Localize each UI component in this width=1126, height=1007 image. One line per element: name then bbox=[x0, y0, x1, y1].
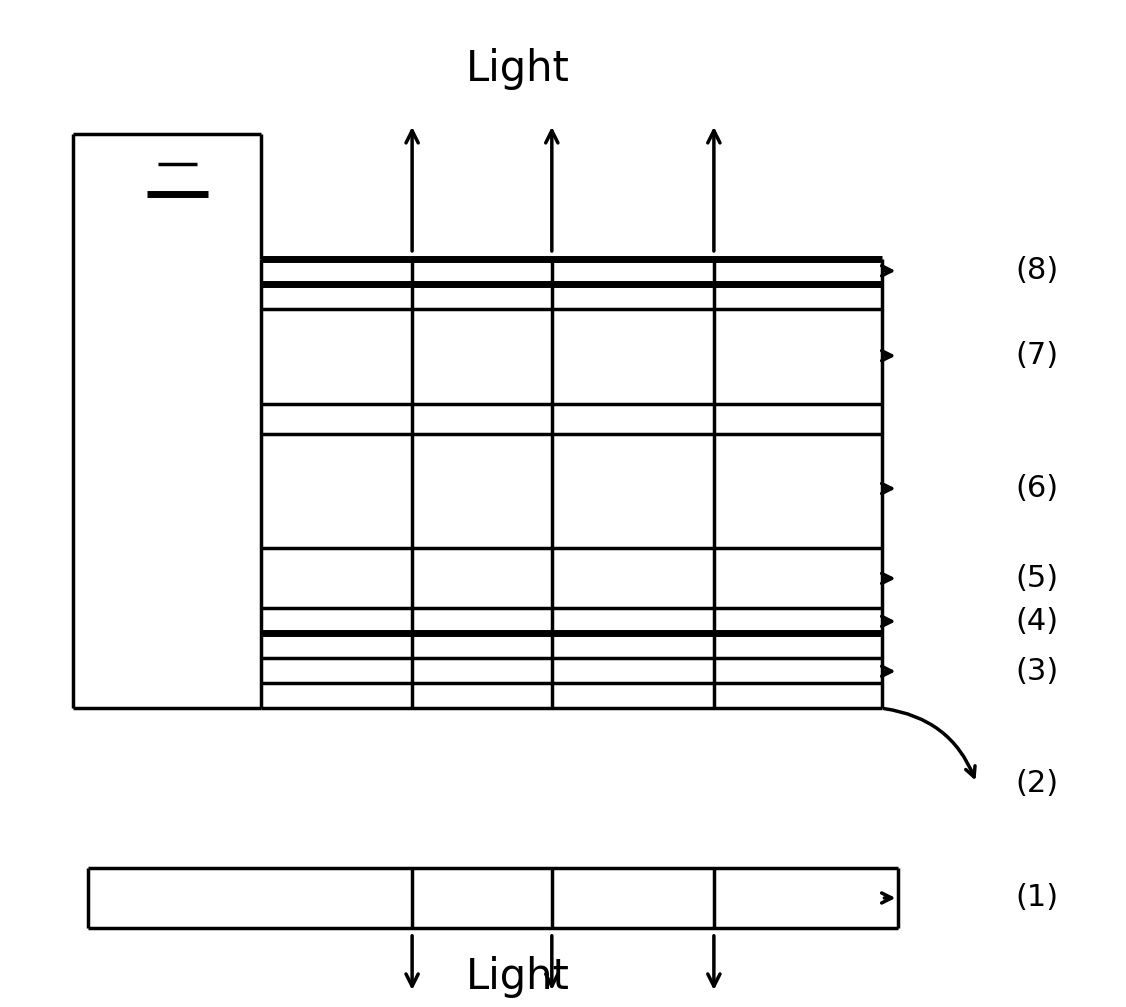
Text: (7): (7) bbox=[1016, 341, 1058, 371]
Text: (2): (2) bbox=[1016, 768, 1058, 798]
Text: Light: Light bbox=[466, 956, 570, 998]
Text: (1): (1) bbox=[1016, 883, 1058, 912]
Text: (6): (6) bbox=[1016, 474, 1058, 504]
Text: (5): (5) bbox=[1016, 564, 1058, 593]
Text: Light: Light bbox=[466, 48, 570, 90]
Text: (3): (3) bbox=[1016, 657, 1058, 686]
Text: (4): (4) bbox=[1016, 607, 1058, 635]
Text: (8): (8) bbox=[1016, 257, 1058, 285]
